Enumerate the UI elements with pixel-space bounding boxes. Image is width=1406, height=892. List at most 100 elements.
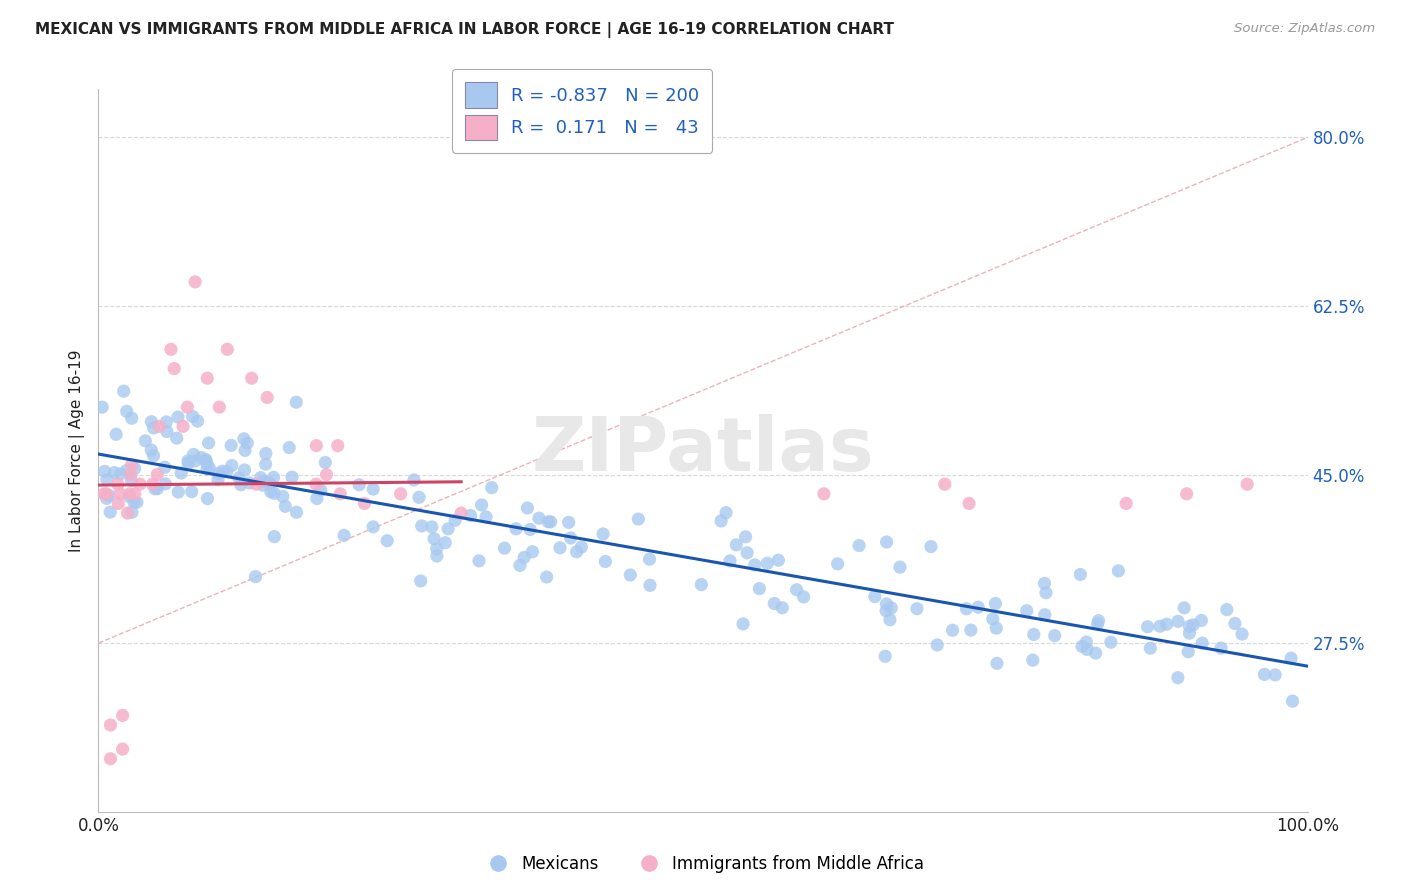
- Point: [91, 400, 114, 414]
- Point: [733, 616, 755, 631]
- Point: [813, 487, 835, 501]
- Point: [108, 487, 131, 501]
- Point: [875, 649, 897, 664]
- Point: [197, 491, 219, 506]
- Point: [353, 496, 375, 510]
- Point: [305, 491, 328, 506]
- Point: [176, 400, 198, 414]
- Point: [460, 508, 482, 523]
- Point: [905, 601, 928, 615]
- Point: [444, 513, 467, 527]
- Point: [426, 549, 449, 563]
- Point: [402, 473, 425, 487]
- Point: [252, 474, 274, 488]
- Point: [177, 454, 200, 468]
- Point: [1216, 602, 1239, 616]
- Point: [180, 484, 202, 499]
- Point: [957, 496, 980, 510]
- Point: [690, 577, 713, 591]
- Point: [1178, 619, 1201, 633]
- Point: [215, 465, 238, 479]
- Point: [93, 487, 115, 501]
- Point: [763, 597, 786, 611]
- Point: [121, 505, 143, 519]
- Point: [326, 439, 349, 453]
- Point: [208, 400, 231, 414]
- Point: [256, 391, 278, 405]
- Point: [134, 434, 156, 448]
- Point: [195, 371, 218, 385]
- Point: [107, 477, 129, 491]
- Point: [96, 491, 118, 506]
- Point: [770, 600, 793, 615]
- Point: [166, 431, 188, 445]
- Point: [1139, 641, 1161, 656]
- Point: [1035, 586, 1057, 600]
- Point: [121, 458, 143, 472]
- Point: [986, 621, 1008, 635]
- Point: [595, 554, 617, 568]
- Point: [115, 463, 138, 477]
- Point: [536, 570, 558, 584]
- Point: [219, 438, 242, 452]
- Point: [245, 477, 267, 491]
- Point: [236, 436, 259, 450]
- Point: [516, 501, 538, 516]
- Point: [1043, 629, 1066, 643]
- Point: [257, 475, 280, 490]
- Point: [1087, 614, 1109, 628]
- Point: [1115, 496, 1137, 510]
- Point: [195, 462, 218, 476]
- Point: [198, 461, 221, 475]
- Point: [221, 458, 243, 473]
- Point: [827, 557, 849, 571]
- Point: [118, 487, 141, 501]
- Point: [142, 449, 165, 463]
- Point: [1279, 651, 1302, 665]
- Point: [557, 516, 579, 530]
- Point: [361, 520, 384, 534]
- Point: [111, 708, 134, 723]
- Point: [120, 474, 142, 488]
- Point: [177, 456, 200, 470]
- Point: [1178, 626, 1201, 640]
- Point: [468, 554, 491, 568]
- Point: [110, 467, 132, 481]
- Point: [207, 473, 229, 487]
- Point: [768, 553, 790, 567]
- Point: [112, 384, 135, 399]
- Point: [1015, 604, 1038, 618]
- Point: [254, 446, 277, 460]
- Point: [627, 512, 650, 526]
- Point: [240, 371, 263, 385]
- Point: [120, 467, 142, 482]
- Point: [619, 568, 641, 582]
- Point: [190, 450, 212, 465]
- Point: [967, 600, 990, 615]
- Point: [1156, 617, 1178, 632]
- Point: [305, 477, 328, 491]
- Point: [592, 527, 614, 541]
- Point: [848, 539, 870, 553]
- Point: [115, 404, 138, 418]
- Point: [889, 560, 911, 574]
- Point: [97, 488, 120, 502]
- Point: [194, 452, 217, 467]
- Point: [124, 461, 146, 475]
- Point: [163, 361, 186, 376]
- Point: [184, 275, 207, 289]
- Point: [111, 742, 134, 756]
- Point: [934, 477, 956, 491]
- Point: [160, 343, 183, 357]
- Point: [1149, 619, 1171, 633]
- Point: [1167, 671, 1189, 685]
- Point: [1107, 564, 1129, 578]
- Point: [96, 473, 118, 487]
- Point: [426, 541, 449, 556]
- Point: [129, 477, 152, 491]
- Point: [725, 538, 748, 552]
- Point: [143, 482, 166, 496]
- Point: [1182, 618, 1205, 632]
- Y-axis label: In Labor Force | Age 16-19: In Labor Force | Age 16-19: [69, 349, 84, 552]
- Point: [315, 467, 337, 482]
